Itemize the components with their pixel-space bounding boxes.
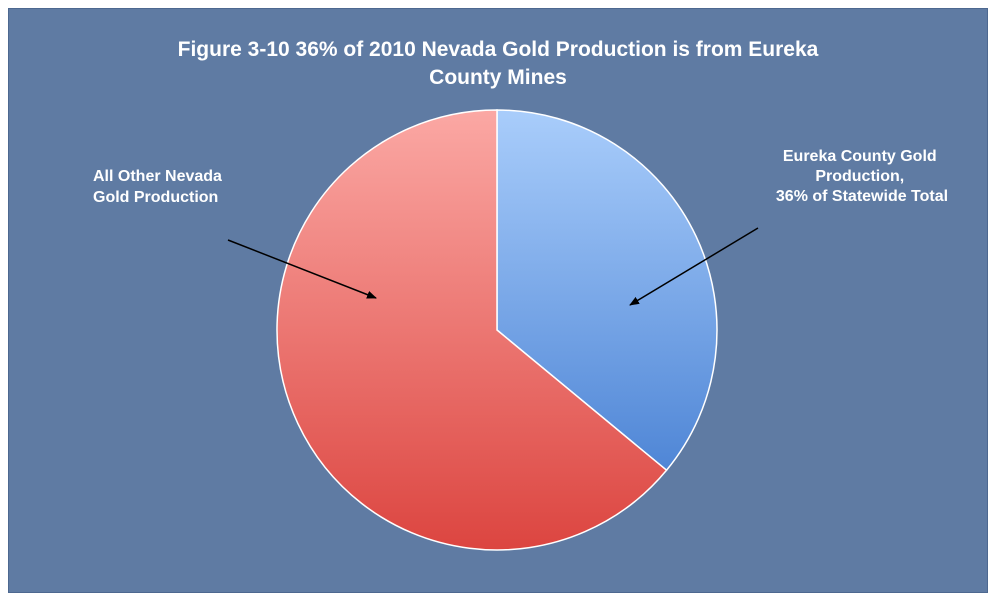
label-other-line-1: All Other Nevada bbox=[93, 168, 222, 185]
chart-title: Figure 3-10 36% of 2010 Nevada Gold Prod… bbox=[0, 36, 996, 92]
label-eureka-line-2: Production, bbox=[815, 168, 904, 185]
label-eureka-line-1: Eureka County Gold bbox=[783, 148, 937, 165]
chart-title-line-1: Figure 3-10 36% of 2010 Nevada Gold Prod… bbox=[177, 38, 819, 61]
label-eureka: Eureka County Gold Production, 36% of St… bbox=[776, 148, 948, 205]
pie-slice-eureka bbox=[496, 109, 718, 472]
label-eureka-line-3: 36% of Statewide Total bbox=[776, 188, 948, 205]
arrow-other bbox=[227, 239, 377, 299]
pie-slice-other bbox=[276, 109, 668, 551]
arrow-eureka bbox=[629, 227, 759, 306]
label-other: All Other Nevada Gold Production bbox=[93, 168, 226, 206]
pie-slices bbox=[276, 109, 718, 551]
label-other-line-2: Gold Production bbox=[93, 189, 218, 206]
chart-title-line-2: County Mines bbox=[429, 66, 567, 89]
